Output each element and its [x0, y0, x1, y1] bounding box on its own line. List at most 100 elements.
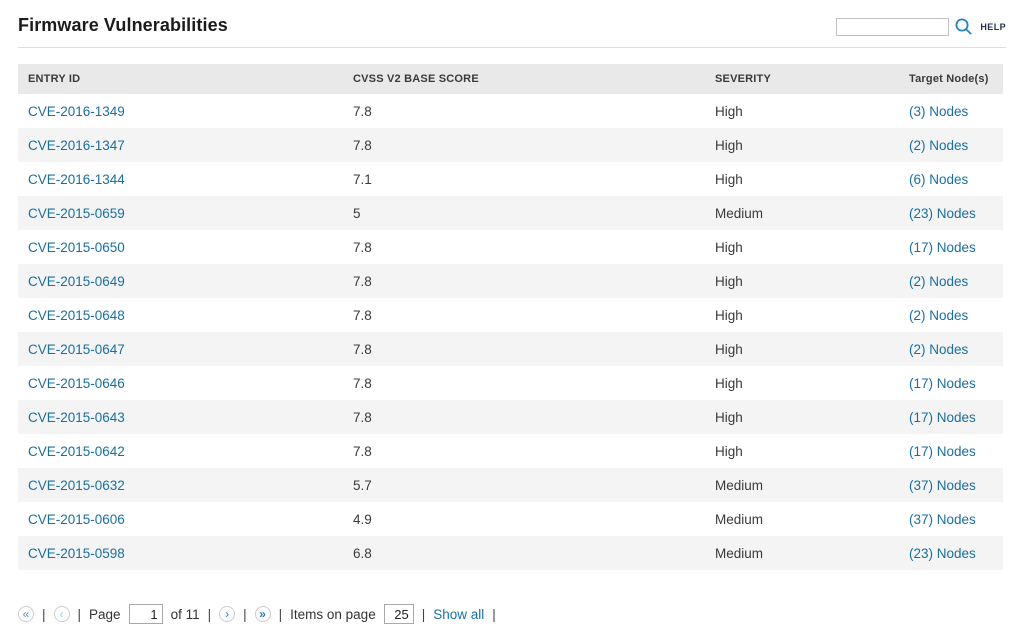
severity-value: High [715, 409, 743, 425]
last-page-button[interactable]: » [254, 606, 271, 622]
table-row: CVE-2015-0632 5.7 Medium (37) Nodes [18, 468, 1003, 502]
cvss-score-value: 7.8 [353, 137, 372, 153]
table-row: CVE-2015-0643 7.8 High (17) Nodes [18, 400, 1003, 434]
table-row: CVE-2015-0646 7.8 High (17) Nodes [18, 366, 1003, 400]
table-row: CVE-2015-0606 4.9 Medium (37) Nodes [18, 502, 1003, 536]
cvss-score-value: 7.8 [353, 341, 372, 357]
page-count-label: of 11 [170, 606, 200, 622]
entry-id-link[interactable]: CVE-2015-0646 [28, 375, 125, 391]
col-header-entry-id: ENTRY ID [18, 64, 343, 94]
table-body: CVE-2016-1349 7.8 High (3) Nodes CVE-201… [18, 94, 1003, 570]
search-input[interactable] [836, 17, 950, 36]
target-nodes-link[interactable]: (37) Nodes [909, 511, 976, 527]
entry-id-link[interactable]: CVE-2015-0606 [28, 511, 125, 527]
first-page-icon: « [22, 606, 30, 621]
topbar: Firmware Vulnerabilities HELP [0, 0, 1024, 36]
target-nodes-link[interactable]: (17) Nodes [909, 375, 976, 391]
cvss-score-value: 7.8 [353, 443, 372, 459]
severity-value: Medium [715, 511, 764, 527]
first-page-button[interactable]: « [18, 606, 34, 622]
severity-value: High [715, 171, 743, 187]
separator: | [207, 606, 212, 622]
target-nodes-link[interactable]: (23) Nodes [909, 205, 976, 221]
entry-id-link[interactable]: CVE-2016-1347 [28, 137, 125, 153]
table-row: CVE-2015-0642 7.8 High (17) Nodes [18, 434, 1003, 468]
target-nodes-link[interactable]: (2) Nodes [909, 307, 969, 323]
entry-id-link[interactable]: CVE-2015-0649 [28, 273, 125, 289]
table-row: CVE-2015-0648 7.8 High (2) Nodes [18, 298, 1003, 332]
target-nodes-link[interactable]: (23) Nodes [909, 545, 976, 561]
target-nodes-link[interactable]: (2) Nodes [909, 273, 969, 289]
page-label: Page [89, 606, 121, 622]
table-row: CVE-2015-0647 7.8 High (2) Nodes [18, 332, 1003, 366]
target-nodes-link[interactable]: (17) Nodes [909, 239, 976, 255]
cvss-score-value: 7.8 [353, 307, 372, 323]
target-nodes-link[interactable]: (17) Nodes [909, 443, 976, 459]
cvss-score-value: 7.8 [353, 409, 372, 425]
separator: | [243, 606, 247, 622]
items-per-page-input[interactable] [383, 604, 414, 624]
items-on-page-label: Items on page [290, 606, 376, 622]
entry-id-link[interactable]: CVE-2015-0598 [28, 545, 125, 561]
entry-id-link[interactable]: CVE-2015-0647 [28, 341, 125, 357]
search-area: HELP [836, 17, 1006, 36]
col-header-severity: SEVERITY [705, 64, 899, 94]
table-row: CVE-2016-1344 7.1 High (6) Nodes [18, 162, 1003, 196]
severity-value: High [715, 273, 743, 289]
target-nodes-link[interactable]: (2) Nodes [909, 341, 969, 357]
cvss-score-value: 5.7 [353, 477, 372, 493]
separator: | [77, 606, 82, 622]
separator: | [421, 606, 426, 622]
table-row: CVE-2015-0598 6.8 Medium (23) Nodes [18, 536, 1003, 570]
target-nodes-link[interactable]: (6) Nodes [909, 171, 969, 187]
vulnerabilities-table: ENTRY ID CVSS V2 BASE SCORE SEVERITY Tar… [18, 64, 1003, 570]
table-row: CVE-2015-0650 7.8 High (17) Nodes [18, 230, 1003, 264]
target-nodes-link[interactable]: (3) Nodes [909, 103, 969, 119]
severity-value: High [715, 443, 743, 459]
previous-page-button[interactable]: ‹ [53, 606, 70, 622]
severity-value: High [715, 341, 743, 357]
pagination-bar: « | ‹ | Page of 11 | › | » | Items on pa… [18, 604, 496, 624]
entry-id-link[interactable]: CVE-2016-1349 [28, 103, 125, 119]
entry-id-link[interactable]: CVE-2016-1344 [28, 171, 125, 187]
severity-value: Medium [715, 477, 764, 493]
last-page-icon: » [259, 606, 266, 621]
separator: | [492, 606, 496, 622]
table-row: CVE-2015-0659 5 Medium (23) Nodes [18, 196, 1003, 230]
search-icon[interactable] [954, 17, 973, 36]
severity-value: High [715, 307, 743, 323]
next-page-icon: › [225, 606, 230, 621]
target-nodes-link[interactable]: (17) Nodes [909, 409, 976, 425]
page-number-input[interactable] [128, 604, 163, 624]
entry-id-link[interactable]: CVE-2015-0643 [28, 409, 125, 425]
target-nodes-link[interactable]: (37) Nodes [909, 477, 976, 493]
col-header-target-nodes: Target Node(s) [899, 64, 1003, 94]
cvss-score-value: 6.8 [353, 545, 372, 561]
entry-id-link[interactable]: CVE-2015-0650 [28, 239, 125, 255]
cvss-score-value: 4.9 [353, 511, 372, 527]
separator: | [42, 606, 46, 622]
entry-id-link[interactable]: CVE-2015-0632 [28, 477, 125, 493]
help-link[interactable]: HELP [980, 21, 1006, 32]
entry-id-link[interactable]: CVE-2015-0648 [28, 307, 125, 323]
table-row: CVE-2016-1349 7.8 High (3) Nodes [18, 94, 1003, 128]
title-divider [18, 47, 1006, 48]
previous-page-icon: ‹ [59, 606, 64, 621]
severity-value: High [715, 375, 743, 391]
cvss-score-value: 7.8 [353, 239, 372, 255]
table-row: CVE-2015-0649 7.8 High (2) Nodes [18, 264, 1003, 298]
entry-id-link[interactable]: CVE-2015-0642 [28, 443, 125, 459]
next-page-button[interactable]: › [219, 606, 236, 622]
target-nodes-link[interactable]: (2) Nodes [909, 137, 969, 153]
cvss-score-value: 5 [353, 205, 361, 221]
show-all-link[interactable]: Show all [433, 606, 485, 622]
page-title: Firmware Vulnerabilities [18, 15, 228, 35]
severity-value: High [715, 103, 743, 119]
table-header: ENTRY ID CVSS V2 BASE SCORE SEVERITY Tar… [18, 64, 1003, 94]
col-header-cvss-score: CVSS V2 BASE SCORE [343, 64, 705, 94]
severity-value: Medium [715, 205, 764, 221]
severity-value: Medium [715, 545, 764, 561]
entry-id-link[interactable]: CVE-2015-0659 [28, 205, 125, 221]
cvss-score-value: 7.8 [353, 375, 372, 391]
